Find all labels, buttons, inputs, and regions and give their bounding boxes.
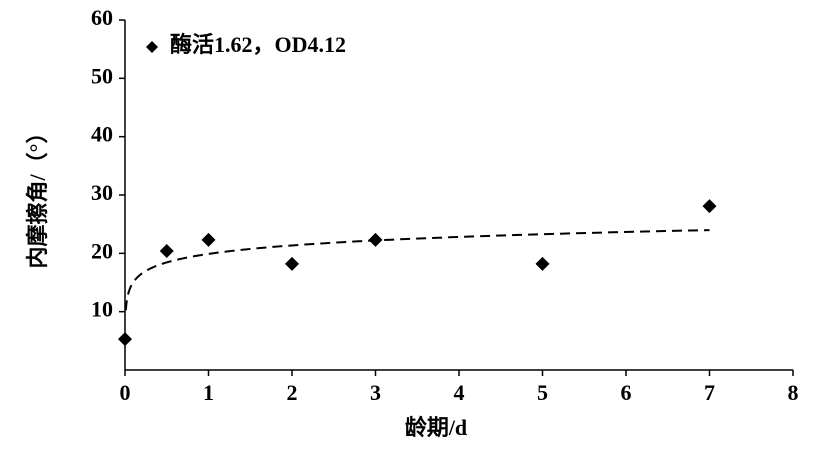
data-point [285,256,299,271]
x-tick-label: 7 [704,380,715,405]
y-tick-label: 60 [91,5,113,30]
x-tick-label: 0 [120,380,131,405]
data-point [118,332,132,347]
y-tick-label: 40 [91,122,113,147]
y-tick-label: 20 [91,238,113,263]
x-tick-label: 5 [537,380,548,405]
y-tick-label: 50 [91,63,113,88]
x-tick-label: 2 [287,380,298,405]
data-point [159,244,174,258]
data-point [702,199,717,214]
trend-line [124,229,710,311]
y-axis-label: 内摩擦角/（°） [25,122,50,269]
data-point [535,256,550,271]
x-tick-label: 6 [621,380,632,405]
x-axis-label: 龄期/d [405,415,467,440]
x-tick-label: 4 [454,380,465,405]
x-tick-label: 1 [203,380,214,405]
y-tick-label: 30 [91,180,113,205]
x-tick-label: 8 [788,380,799,405]
data-point [368,232,383,247]
legend-label: 酶活1.62，OD4.12 [170,32,346,57]
x-tick-label: 3 [370,380,381,405]
y-tick-label: 10 [91,297,113,322]
data-point [201,232,216,247]
legend-marker [146,41,158,53]
